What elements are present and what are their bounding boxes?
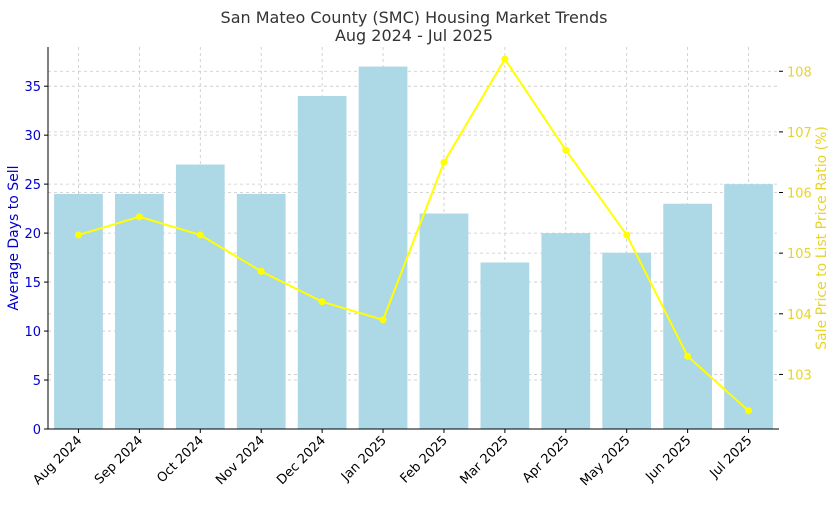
- y2-axis-label: Sale Price to List Price Ratio (%): [814, 126, 830, 350]
- y-tick-label: 25: [24, 178, 41, 193]
- ratio-point: [135, 213, 143, 221]
- bar: [358, 66, 408, 429]
- y-tick-label: 35: [24, 80, 41, 95]
- bar: [663, 203, 712, 429]
- x-tick-label: Aug 2024: [30, 433, 85, 488]
- x-tick-label: Dec 2024: [274, 433, 329, 488]
- ratio-point: [501, 55, 509, 63]
- bar: [115, 193, 164, 429]
- chart-title: San Mateo County (SMC) Housing Market Tr…: [221, 8, 608, 27]
- y-tick-label: 0: [33, 423, 41, 438]
- y2-tick-label: 106: [787, 187, 812, 202]
- ratio-point: [379, 316, 387, 324]
- ratio-point: [745, 407, 753, 415]
- ratio-point: [623, 231, 631, 239]
- ratio-point: [74, 231, 82, 239]
- ratio-point: [196, 231, 204, 239]
- y-tick-label: 15: [24, 276, 41, 291]
- bar: [175, 164, 225, 430]
- ratio-point: [440, 158, 448, 166]
- bar: [480, 262, 530, 429]
- x-tick-label: Feb 2025: [398, 433, 451, 486]
- x-tick-label: Mar 2025: [457, 433, 511, 487]
- y-tick-label: 10: [24, 325, 41, 340]
- x-tick-label: Jun 2025: [642, 433, 694, 485]
- plot-area: 0 5 10 15 20 25 30 35 103 104 105 106 107 108 Aug 2024…: [24, 47, 812, 489]
- ratio-point: [257, 267, 265, 275]
- bar: [419, 213, 469, 429]
- x-tick-label: Oct 2024: [154, 433, 207, 486]
- bar: [236, 193, 286, 429]
- y-tick-label: 20: [24, 227, 41, 242]
- y2-tick-label: 104: [787, 308, 812, 323]
- x-tick-label: Nov 2024: [213, 433, 268, 488]
- bar: [297, 95, 347, 429]
- x-tick-label: May 2025: [578, 433, 634, 489]
- ratio-point: [562, 146, 570, 154]
- y-axis-label: Average Days to Sell: [6, 165, 22, 310]
- ratio-line: [78, 57, 750, 412]
- y2-tick-label: 105: [787, 247, 812, 262]
- bar: [541, 233, 591, 429]
- bar: [602, 252, 652, 429]
- y2-tick-label: 103: [787, 368, 812, 383]
- x-tick-label: Jan 2025: [338, 433, 390, 485]
- x-tick-label: Jul 2025: [707, 433, 756, 482]
- chart-subtitle: Aug 2024 - Jul 2025: [335, 26, 493, 45]
- y2-tick-label: 108: [787, 65, 812, 80]
- x-tick-label: Apr 2025: [520, 433, 573, 486]
- y2-tick-label: 107: [787, 126, 812, 141]
- ratio-point: [684, 352, 692, 360]
- x-tick-label: Sep 2024: [92, 433, 146, 487]
- bar: [724, 184, 773, 429]
- y-tick-label: 5: [33, 374, 41, 389]
- y-tick-label: 30: [24, 129, 41, 144]
- ratio-point: [318, 298, 326, 306]
